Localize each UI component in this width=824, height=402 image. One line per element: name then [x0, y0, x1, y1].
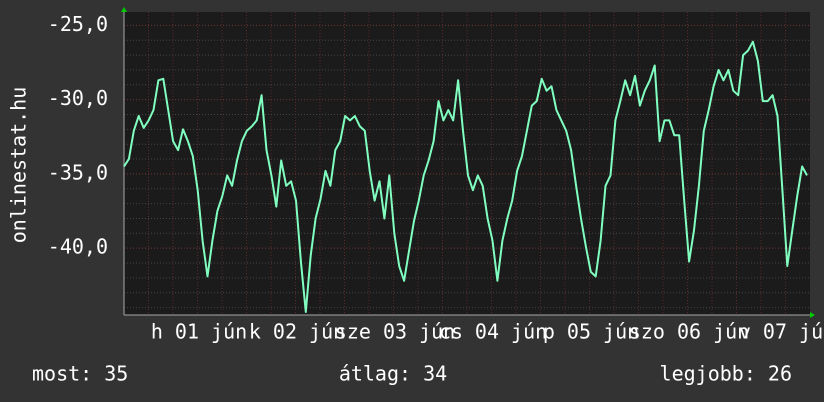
x-tick-label: cs 04 jún [439, 320, 547, 344]
x-tick-label: k 02 jún [249, 320, 345, 344]
stat: átlag: 34 [339, 362, 447, 386]
y-tick-label: -40,0 [48, 235, 108, 259]
stat: legjobb: 26 [660, 362, 792, 386]
stat: most: 35 [32, 362, 128, 386]
y-tick-label: -35,0 [48, 160, 108, 184]
x-tick-label: szo 06 jún [629, 320, 749, 344]
x-tick-label: v 07 jún [739, 320, 824, 344]
x-tick-label: p 05 jún [543, 320, 639, 344]
y-tick-label: -30,0 [48, 86, 108, 110]
axis-arrow [121, 7, 127, 12]
x-tick-label: h 01 jún [151, 320, 247, 344]
x-tick-label: sze 03 jún [335, 320, 455, 344]
axis-arrow [810, 312, 815, 318]
y-axis-label: onlinestat.hu [7, 87, 31, 244]
y-tick-label: -25,0 [48, 12, 108, 36]
data-line [123, 40, 808, 313]
